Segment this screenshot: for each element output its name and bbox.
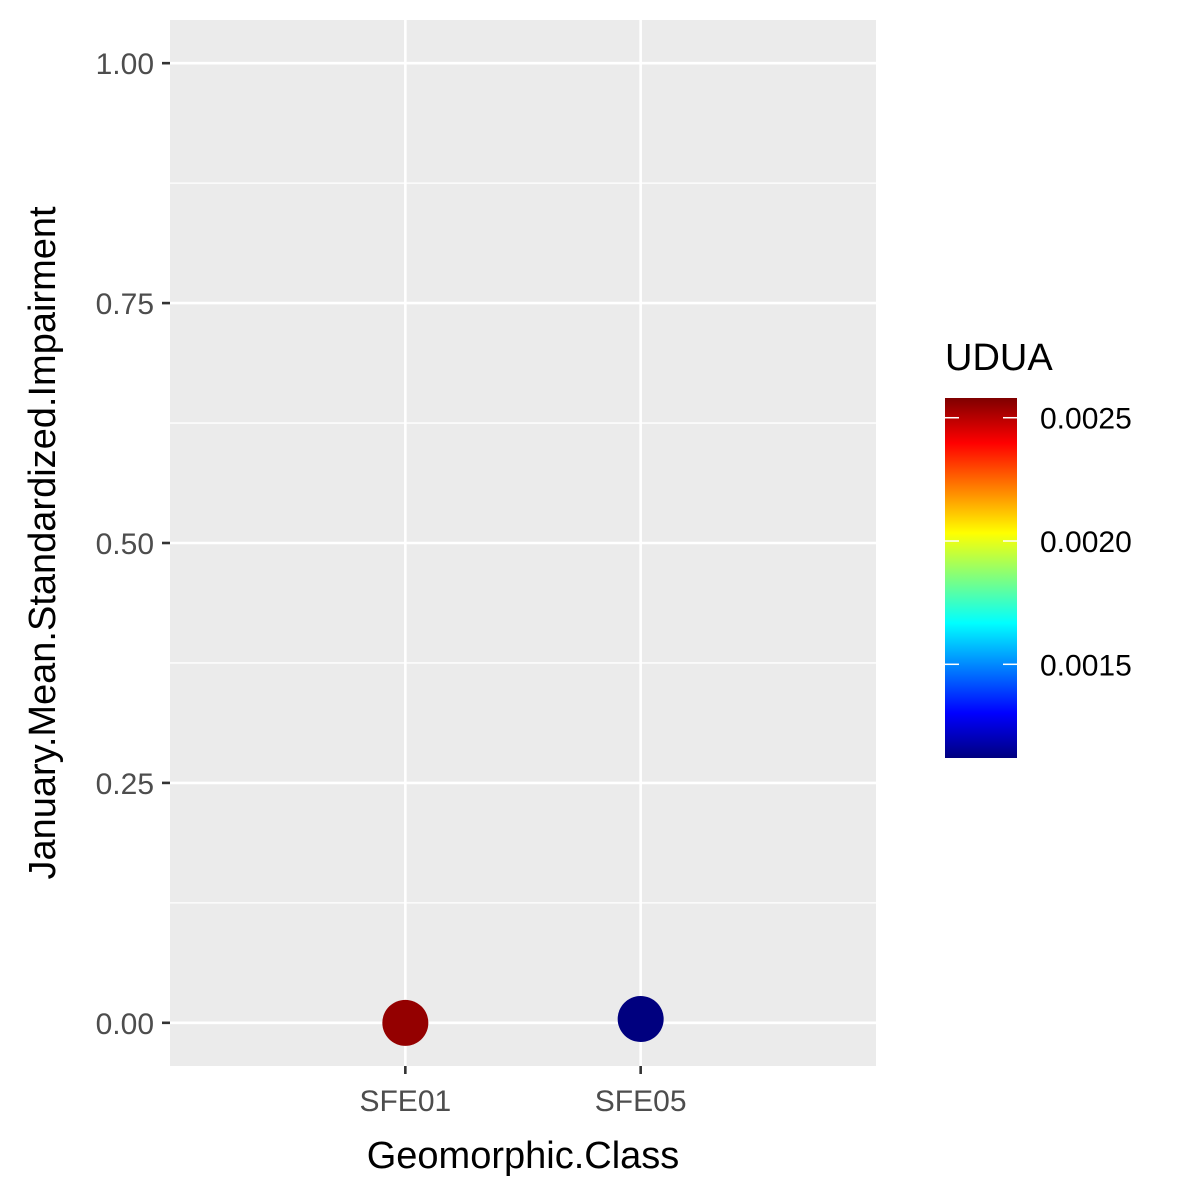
data-point-sfe05 xyxy=(617,995,664,1042)
y-tick-label: 1.00 xyxy=(96,48,154,81)
x-tick-label: SFE05 xyxy=(595,1085,687,1118)
legend-ticks: 0.0015 0.0020 0.0025 xyxy=(945,403,1132,682)
y-tick-label: 0.00 xyxy=(96,1008,154,1041)
color-legend: UDUA 0.0015 0.0020 0.0025 xyxy=(945,337,1132,758)
legend-tick-label: 0.0015 xyxy=(1040,649,1132,682)
major-gridlines xyxy=(170,20,876,1066)
legend-tick-label: 0.0020 xyxy=(1040,526,1132,559)
y-tick-label: 0.25 xyxy=(96,768,154,801)
data-points xyxy=(382,995,664,1046)
legend-title: UDUA xyxy=(945,337,1053,379)
minor-gridlines xyxy=(170,182,876,904)
y-tick-label: 0.75 xyxy=(96,288,154,321)
data-point-sfe01 xyxy=(382,999,429,1046)
legend-tick-label: 0.0025 xyxy=(1040,403,1132,436)
x-axis-title: Geomorphic.Class xyxy=(367,1135,680,1177)
y-tick-label: 0.50 xyxy=(96,528,154,561)
y-axis: 0.00 0.25 0.50 0.75 1.00 xyxy=(96,48,170,1041)
y-axis-title: January.Mean.Standardized.Impairment xyxy=(22,206,64,880)
colorbar xyxy=(945,398,1017,758)
x-tick-label: SFE01 xyxy=(359,1085,451,1118)
x-axis: SFE01 SFE05 xyxy=(359,1066,687,1118)
